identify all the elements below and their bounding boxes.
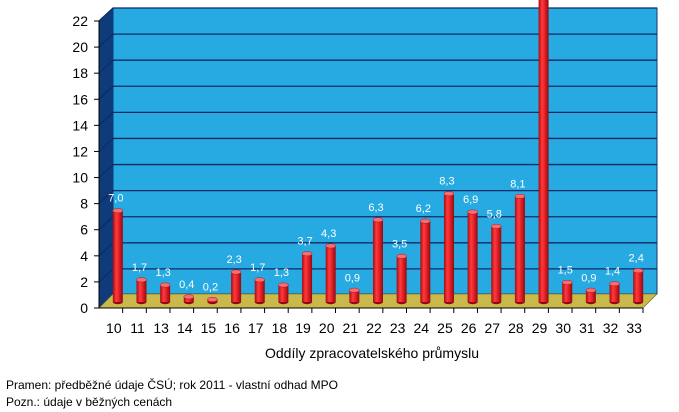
- x-tick-label: 27: [484, 320, 500, 336]
- bar-22: 6,3: [368, 202, 384, 305]
- bar-15: 0,2: [203, 281, 218, 305]
- gridline: [98, 85, 657, 100]
- data-label: 7,0: [108, 193, 123, 205]
- x-tick-label: 25: [437, 320, 453, 336]
- bar-10: 7,0: [108, 193, 123, 305]
- gridline: [98, 7, 657, 22]
- x-tick-label: 10: [106, 320, 122, 336]
- gridline: [98, 189, 657, 205]
- bar-19: 3,7: [297, 236, 313, 305]
- bar-13: 1,3: [155, 267, 171, 305]
- data-label: 1,7: [132, 262, 147, 274]
- x-tick-label: 28: [508, 320, 524, 336]
- y-tick-label: 10: [72, 170, 88, 186]
- gridline: [98, 33, 657, 48]
- bars: 7,0 1,7 1,3 0,4 0,2 2,3 1,7 1,3 3,7 4,3 0,9 6,3 3,5 6…: [108, 0, 644, 305]
- data-label: 1,5: [558, 264, 573, 276]
- x-axis-label: Oddíly zpracovatelského průmyslu: [265, 345, 479, 361]
- y-tick-label: 4: [80, 248, 88, 264]
- remark-note: Pozn.: údaje v běžných cenách: [6, 395, 173, 409]
- data-label: 1,4: [605, 266, 620, 278]
- data-label: 1,3: [274, 267, 289, 279]
- bar-28: 8,1: [510, 178, 526, 305]
- bar-30: 1,5: [558, 264, 573, 305]
- x-tick-label: 16: [224, 320, 240, 336]
- gridline: [98, 59, 657, 74]
- bar-26: 6,9: [463, 194, 478, 305]
- x-tick-label: 17: [248, 320, 264, 336]
- x-tick-label: 26: [461, 320, 477, 336]
- bar-18: 1,3: [274, 267, 289, 305]
- bar-14: 0,4: [179, 279, 194, 305]
- bar-31: 0,9: [581, 272, 597, 305]
- data-label: 1,3: [155, 267, 170, 279]
- plot-side-wall: [99, 8, 113, 308]
- data-label: 8,3: [439, 176, 454, 188]
- x-tick-label: 24: [414, 320, 430, 336]
- data-label: 0,2: [203, 281, 218, 293]
- data-label: 0,9: [345, 272, 360, 284]
- data-label: 3,5: [392, 238, 407, 250]
- data-label: 6,9: [463, 194, 478, 206]
- bar-27: 5,8: [487, 208, 502, 305]
- x-tick-label: 14: [177, 320, 193, 336]
- x-tick-label: 30: [555, 320, 571, 336]
- bar-20: 4,3: [321, 228, 336, 305]
- data-label: 0,4: [179, 279, 194, 291]
- x-tick-label: 13: [153, 320, 169, 336]
- data-label: 3,7: [297, 236, 312, 248]
- bar-24: 6,2: [416, 203, 431, 305]
- plot-back-wall: [112, 7, 658, 295]
- x-tick-label: 21: [343, 320, 359, 336]
- bar-29: 23,4: [538, 0, 549, 305]
- x-axis-ticks: 10 11 13 14 15 16 17 18 19 20 21 22 23 24 25 26 27 28 29 30…: [106, 308, 644, 336]
- x-tick-label: 23: [390, 320, 406, 336]
- y-tick-label: 2: [80, 274, 88, 290]
- y-tick-label: 12: [72, 143, 88, 159]
- x-tick-label: 31: [579, 320, 595, 336]
- y-axis-ticks: 0 2 4 6 8 10 12 14 16 18 20 22: [72, 13, 643, 316]
- bar-21: 0,9: [345, 272, 360, 305]
- data-label: 6,2: [416, 203, 431, 215]
- source-note: Pramen: předběžné údaje ČSÚ; rok 2011 - …: [6, 378, 338, 392]
- y-tick-label: 6: [80, 222, 88, 238]
- data-label: 2,3: [226, 254, 241, 266]
- data-label: 1,7: [250, 262, 265, 274]
- x-tick-label: 33: [626, 320, 642, 336]
- y-tick-label: 0: [80, 300, 88, 316]
- data-label: 8,1: [510, 178, 525, 190]
- data-label: 5,8: [487, 208, 502, 220]
- x-tick-label: 18: [272, 320, 288, 336]
- gridline: [98, 137, 657, 152]
- bar-32: 1,4: [605, 266, 620, 305]
- x-tick-label: 32: [603, 320, 619, 336]
- data-label: 2,4: [629, 253, 644, 265]
- x-tick-label: 11: [130, 320, 145, 336]
- y-tick-label: 14: [72, 117, 88, 133]
- x-tick-label: 20: [319, 320, 335, 336]
- data-label: 4,3: [321, 228, 336, 240]
- y-tick-label: 8: [80, 196, 88, 212]
- data-label: 0,9: [581, 272, 596, 284]
- bar-33: 2,4: [629, 253, 644, 305]
- data-label: 6,3: [368, 202, 383, 214]
- x-tick-label: 22: [366, 320, 382, 336]
- y-tick-label: 20: [72, 39, 88, 55]
- y-tick-label: 16: [72, 91, 88, 107]
- y-tick-label: 22: [72, 13, 88, 29]
- bar-23: 3,5: [392, 238, 407, 305]
- x-tick-label: 29: [532, 320, 548, 336]
- gridline: [98, 111, 657, 126]
- x-tick-label: 15: [201, 320, 217, 336]
- bar-11: 1,7: [132, 262, 147, 305]
- x-tick-label: 19: [295, 320, 311, 336]
- gridline: [98, 163, 657, 179]
- bar-17: 1,7: [250, 262, 265, 305]
- bar-25: 8,3: [439, 176, 455, 305]
- bar-16: 2,3: [226, 254, 242, 305]
- y-tick-label: 18: [72, 65, 88, 81]
